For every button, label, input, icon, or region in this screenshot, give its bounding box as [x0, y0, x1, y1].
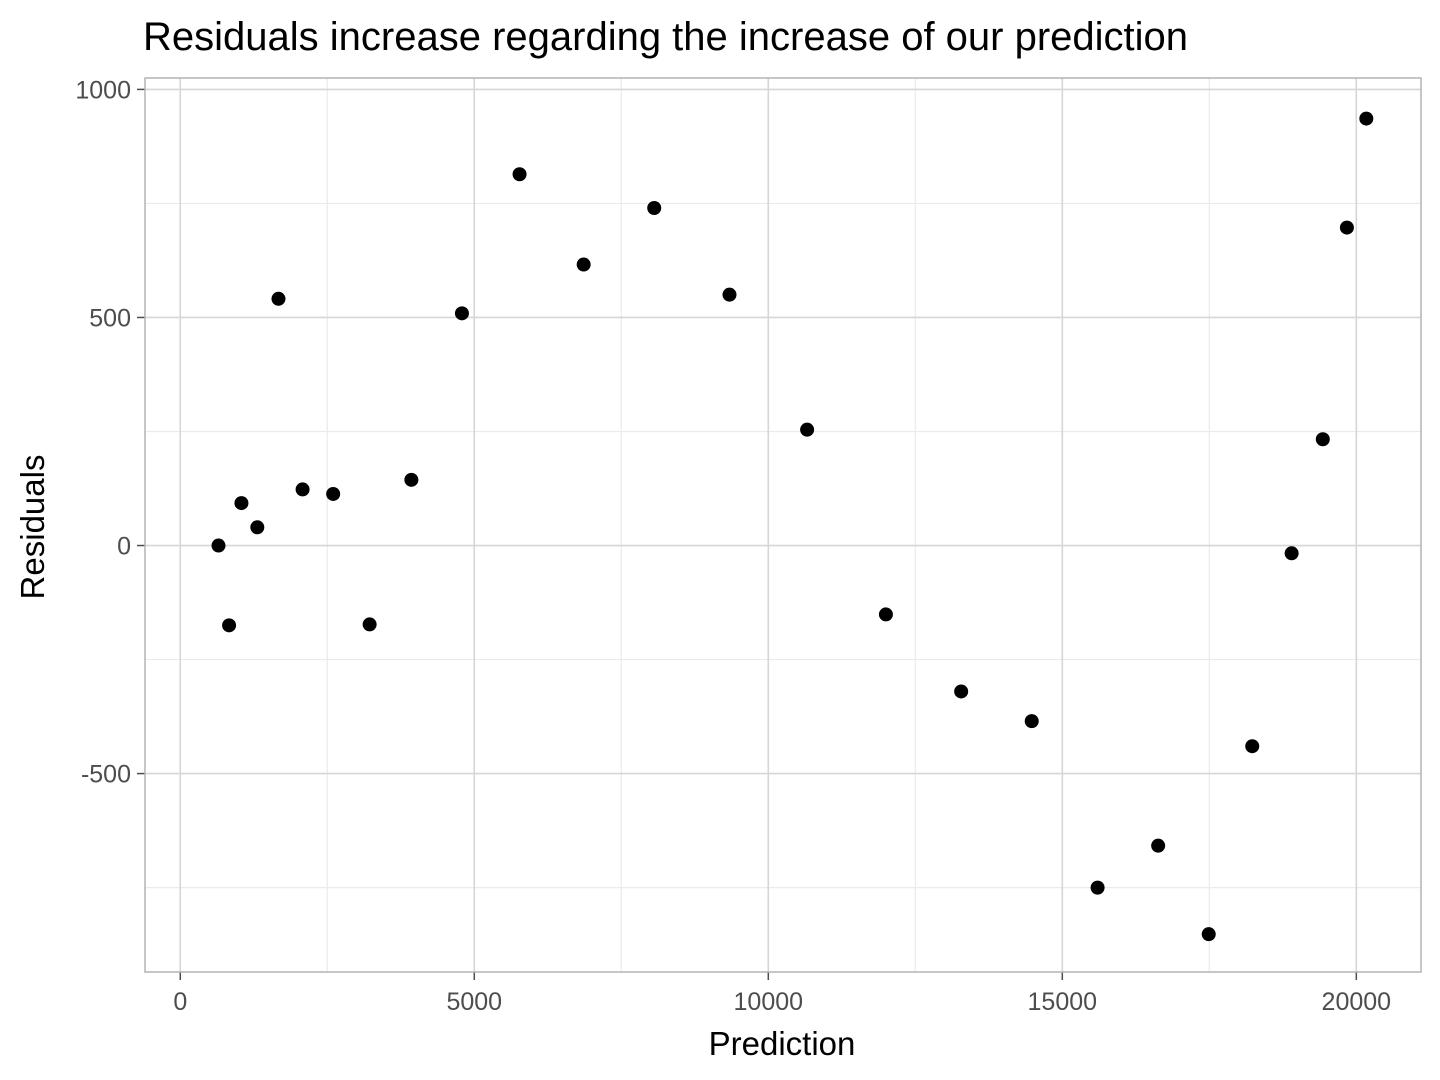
y-tick-label: 500	[89, 304, 131, 332]
x-tick-label: 0	[173, 988, 187, 1016]
x-tick-label: 10000	[734, 988, 804, 1016]
data-point	[1090, 880, 1105, 895]
data-point	[1359, 111, 1374, 126]
major-gridlines	[145, 78, 1421, 972]
x-tick-label: 5000	[446, 988, 502, 1016]
x-axis-title: Prediction	[709, 1025, 856, 1062]
data-point	[454, 306, 469, 321]
data-point	[234, 496, 249, 511]
data-point	[326, 486, 341, 501]
panel-border	[144, 77, 1422, 973]
y-tick-label: -500	[81, 761, 131, 789]
data-point	[1245, 739, 1260, 754]
data-point	[222, 618, 237, 633]
data-point	[1151, 838, 1166, 853]
y-tick-label: 1000	[75, 76, 131, 104]
data-point	[404, 472, 419, 487]
data-point	[250, 520, 265, 535]
y-axis: -500 0 500 1000	[75, 76, 145, 789]
x-tick-label: 15000	[1028, 988, 1098, 1016]
data-point	[271, 291, 286, 306]
x-axis: 0 5000 10000 15000 20000	[173, 972, 1391, 1016]
data-point	[1201, 927, 1216, 942]
data-point	[576, 257, 591, 272]
data-point	[722, 287, 737, 302]
data-points	[211, 111, 1374, 942]
chart-title: Residuals increase regarding the increas…	[143, 15, 1188, 59]
data-point	[211, 538, 226, 553]
y-axis-title: Residuals	[14, 455, 51, 600]
data-point	[295, 482, 310, 497]
data-point	[878, 607, 893, 622]
data-point	[1284, 546, 1299, 561]
data-point	[647, 200, 662, 215]
y-tick-label: 0	[117, 533, 131, 561]
data-point	[1315, 432, 1330, 447]
data-point	[800, 422, 815, 437]
minor-gridlines	[145, 78, 1421, 972]
data-point	[954, 684, 969, 699]
x-tick-label: 20000	[1322, 988, 1392, 1016]
data-point	[1024, 714, 1039, 729]
data-point	[512, 167, 527, 182]
data-point	[1339, 220, 1354, 235]
data-point	[362, 617, 377, 632]
